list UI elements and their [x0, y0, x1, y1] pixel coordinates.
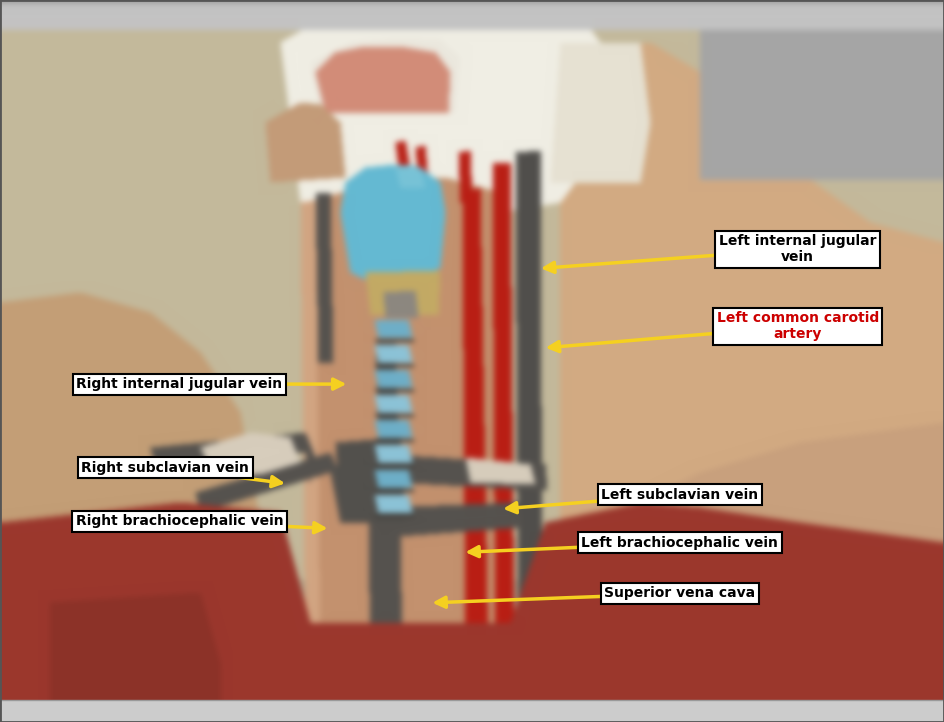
- Text: Left subclavian vein: Left subclavian vein: [601, 487, 758, 502]
- Text: Left internal jugular
vein: Left internal jugular vein: [719, 234, 876, 264]
- Text: Left brachiocephalic vein: Left brachiocephalic vein: [582, 536, 778, 550]
- Text: Right subclavian vein: Right subclavian vein: [81, 461, 249, 475]
- Text: Right internal jugular vein: Right internal jugular vein: [76, 377, 282, 391]
- Text: Left common carotid
artery: Left common carotid artery: [716, 311, 879, 342]
- Text: Right brachiocephalic vein: Right brachiocephalic vein: [76, 514, 283, 529]
- FancyBboxPatch shape: [0, 700, 944, 722]
- Text: Superior vena cava: Superior vena cava: [604, 586, 755, 601]
